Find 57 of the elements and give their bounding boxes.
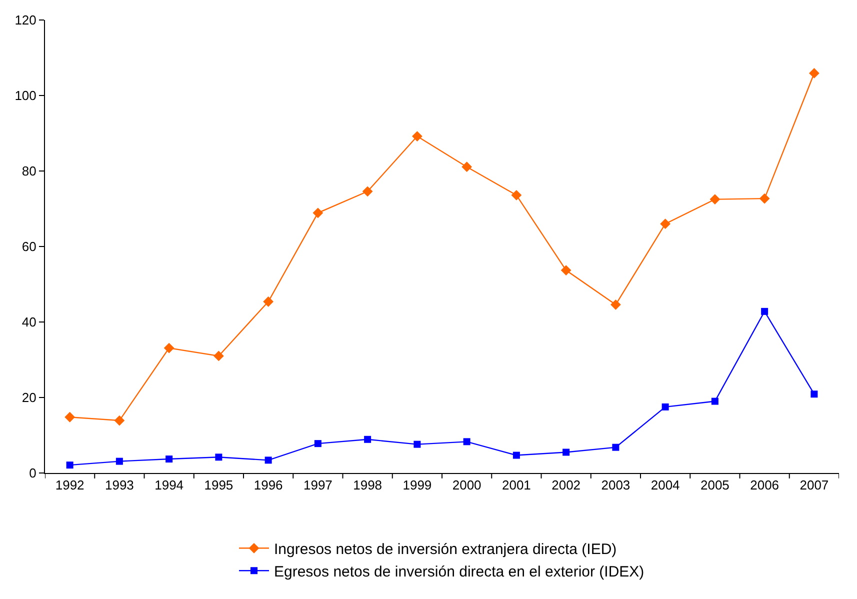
x-tick-label: 1998 (353, 478, 382, 493)
x-tick-label: 2002 (552, 478, 581, 493)
point (808, 68, 820, 78)
point (810, 390, 818, 398)
point (660, 218, 671, 230)
point (463, 438, 470, 446)
x-tick-label: 2003 (601, 478, 630, 493)
x-tick-label: 1997 (303, 478, 332, 493)
point (64, 412, 76, 422)
x-tick-label: 1995 (204, 478, 234, 493)
point (560, 265, 572, 276)
x-tick-label: 1993 (104, 478, 134, 493)
y-tick-label: 20 (22, 390, 36, 406)
x-tick-label: 2007 (800, 478, 829, 493)
y-tick-label: 0 (29, 466, 36, 481)
x-tick-label: 1992 (55, 478, 84, 493)
y-tick-label: 60 (22, 239, 36, 254)
point (511, 190, 522, 200)
point (114, 415, 125, 426)
point (362, 186, 373, 197)
y-tick-label: 100 (14, 88, 36, 104)
point (164, 342, 174, 354)
point (215, 454, 222, 461)
point (312, 208, 324, 218)
point (364, 436, 372, 443)
point (412, 131, 422, 142)
x-tick-label: 2001 (502, 478, 531, 493)
y-tick-label: 40 (22, 314, 36, 330)
point (512, 452, 520, 459)
point (462, 162, 472, 172)
point (213, 350, 224, 362)
point (612, 444, 620, 451)
point (166, 456, 173, 463)
x-tick-label: 2004 (650, 478, 680, 493)
legend-label: Egresos netos de inversión directa en el exterior (IDEX) (274, 563, 644, 580)
x-tick-label: 1999 (402, 478, 432, 493)
point (562, 448, 570, 456)
point (759, 193, 770, 204)
point (264, 456, 272, 464)
point (610, 299, 621, 310)
point (66, 462, 74, 469)
point (710, 194, 720, 205)
y-tick-label: 80 (22, 164, 36, 179)
legend-label: Ingresos netos de inversión extranjera directa (IED) (274, 540, 617, 558)
point (263, 296, 274, 307)
point (761, 308, 768, 315)
x-tick-label: 1996 (254, 478, 283, 493)
point (116, 458, 123, 465)
x-tick-label: 2005 (700, 478, 730, 493)
point (662, 403, 669, 410)
x-tick-label: 2000 (452, 478, 482, 493)
x-tick-label: 2006 (750, 478, 780, 493)
point (711, 398, 718, 405)
x-tick-label: 1994 (154, 478, 184, 493)
point (314, 440, 322, 448)
y-tick-label: 120 (14, 12, 36, 28)
point (414, 440, 421, 448)
